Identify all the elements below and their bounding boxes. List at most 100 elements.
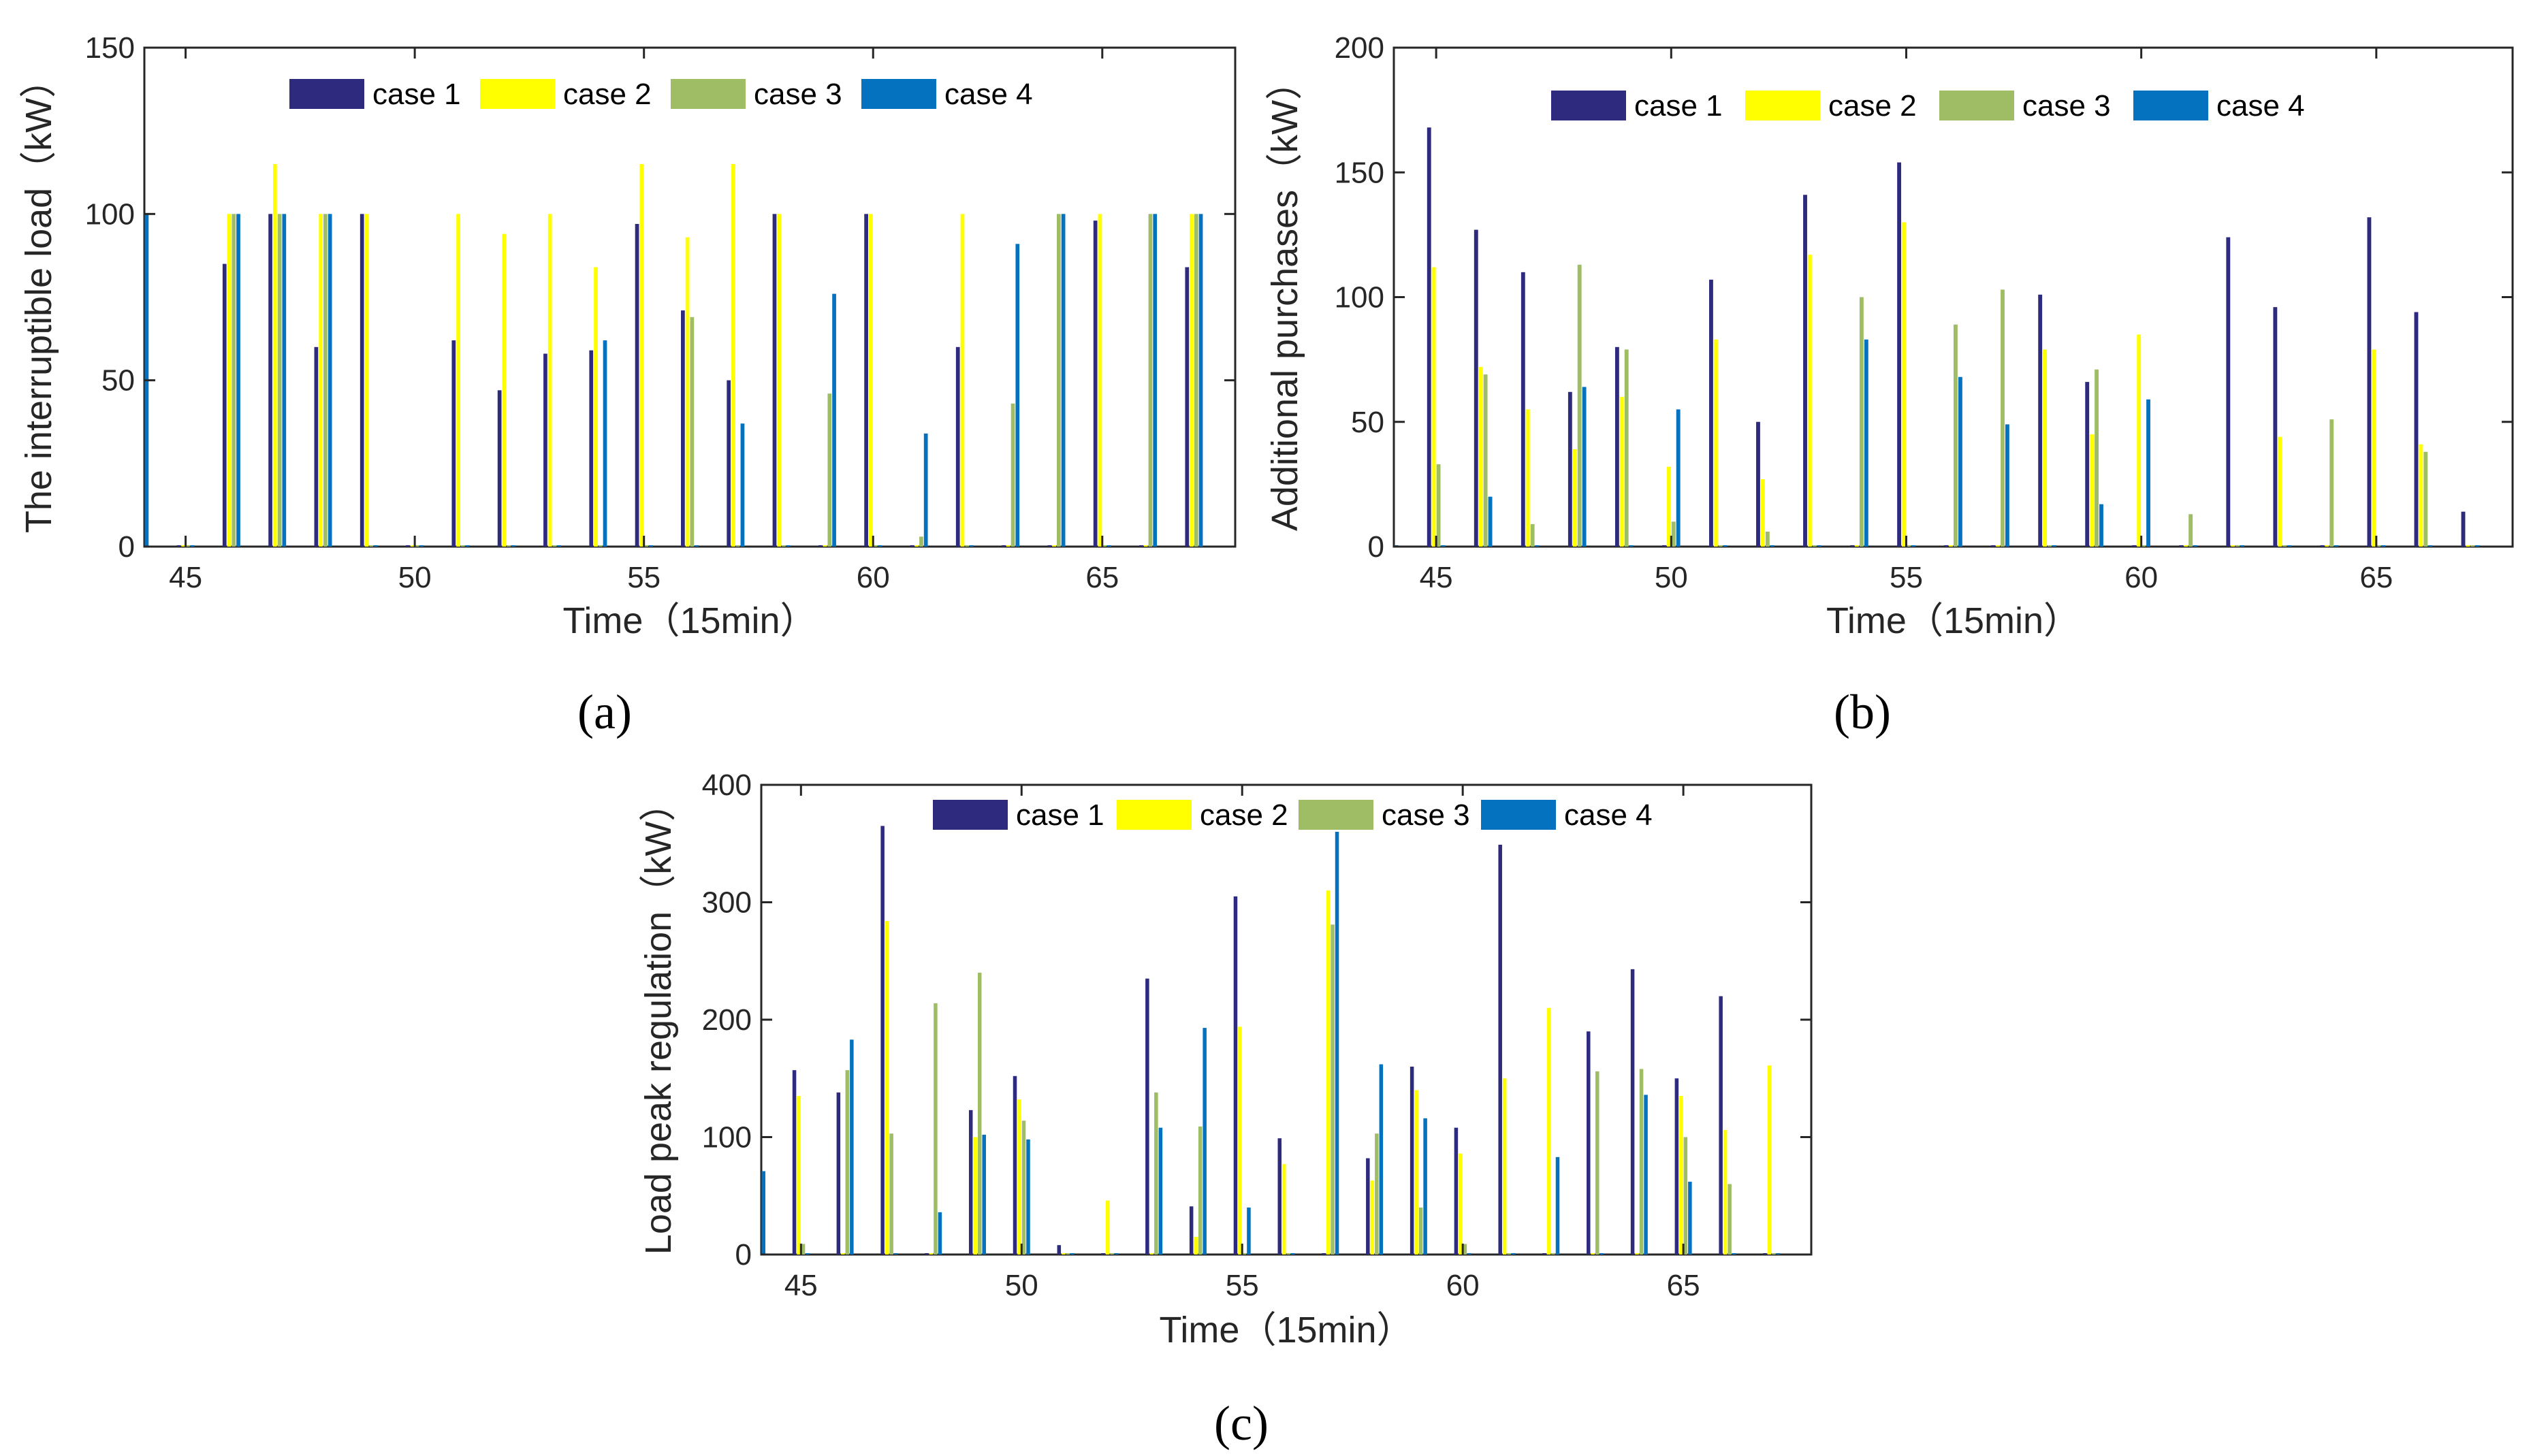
legend-swatch-case1 [289, 79, 364, 109]
bar-case1-t60 [864, 214, 868, 547]
bar-case4-t57 [1335, 832, 1339, 1255]
bar-case2-t52 [1760, 479, 1765, 547]
bar-case4-t55 [1247, 1208, 1251, 1255]
bar-case1-t64 [1630, 969, 1635, 1255]
y-tick-label: 50 [1351, 406, 1384, 439]
y-tick-label: 150 [1335, 156, 1384, 189]
y-axis-title: Load peak regulation（kW） [638, 785, 679, 1255]
bar-case2-t49 [973, 1137, 977, 1255]
legend-label-case1: case 1 [372, 78, 461, 111]
bar-case3-t62 [2235, 545, 2240, 547]
bar-case2-t56 [1949, 545, 1953, 547]
legend-swatch-case3 [1299, 800, 1373, 830]
bar-case2-t59 [1414, 1090, 1418, 1255]
bar-case4-t53 [1158, 1127, 1163, 1255]
bar-case3-t64 [1639, 1069, 1644, 1255]
bar-case1-t57 [727, 380, 731, 547]
bar-case1-t58 [1366, 1158, 1370, 1255]
bar-case2-t52 [502, 233, 507, 547]
bar-case2-t48 [319, 214, 323, 547]
bar-case3-t54 [598, 545, 603, 547]
bar-case3-t63 [1010, 403, 1015, 547]
legend-label-case4: case 4 [2216, 89, 2305, 123]
x-axis-title: Time（15min） [1826, 600, 2080, 641]
legend-swatch-case4 [861, 79, 936, 109]
bar-case3-t59 [1418, 1208, 1423, 1255]
bar-case2-t62 [960, 214, 965, 547]
bar-case4-t54 [1864, 339, 1868, 547]
bar-case3-t58 [2048, 545, 2052, 547]
bar-case3-t45 [186, 545, 190, 547]
bar-case1-t67 [1763, 1253, 1767, 1255]
bar-case2-t46 [1478, 367, 1483, 547]
bar-case4-t55 [648, 545, 653, 547]
y-tick-label: 200 [702, 1003, 752, 1037]
bar-case3-t48 [323, 214, 328, 547]
bar-case1-t55 [635, 223, 639, 547]
bar-case1-t59 [2085, 382, 2090, 547]
bar-case1-t63 [1002, 545, 1006, 547]
bar-case3-t66 [1728, 1184, 1732, 1255]
bar-case2-t66 [1723, 1130, 1728, 1255]
bar-case4-t55 [1911, 545, 1915, 547]
bar-case3-t50 [415, 545, 419, 547]
x-tick-label: 50 [1655, 561, 1688, 594]
x-tick-label: 50 [1005, 1269, 1038, 1302]
bar-case4-t48 [328, 214, 332, 547]
bar-case4-t62 [2240, 545, 2245, 547]
bar-case3-t57 [2001, 289, 2005, 547]
legend-swatch-case4 [2133, 91, 2208, 120]
bar-case4-t53 [1817, 545, 1821, 547]
bar-case2-t56 [685, 237, 690, 547]
bar-case4-t63 [1599, 1253, 1604, 1255]
bar-case1-t65 [1093, 221, 1098, 547]
bar-case4-t47 [1535, 545, 1540, 547]
bar-case1-t67 [1185, 267, 1190, 547]
legend-swatch-case2 [480, 79, 555, 109]
bar-case1-t52 [1756, 421, 1760, 547]
bar-case3-t62 [965, 545, 970, 547]
panel-label: (c) [1214, 1396, 1269, 1451]
y-tick-label: 200 [1335, 31, 1384, 65]
bar-case3-t56 [1954, 324, 1958, 547]
legend-label-case4: case 4 [944, 78, 1033, 111]
bar-case1-t66 [2414, 312, 2419, 547]
bar-case3-t52 [1765, 532, 1770, 547]
bar-case1-t58 [772, 214, 777, 547]
bar-case2-t50 [1017, 1099, 1021, 1255]
bar-case1-t63 [2273, 307, 2278, 547]
legend-swatch-case3 [1939, 91, 2014, 120]
bar-case1-t60 [1454, 1127, 1459, 1255]
bar-case1-t49 [360, 214, 364, 547]
bar-case3-t67 [1194, 214, 1198, 547]
bar-case4-t51 [1723, 545, 1728, 547]
bar-case1-t51 [1709, 279, 1713, 547]
bar-case3-t59 [827, 393, 832, 547]
bar-case4-t45 [1441, 545, 1446, 547]
bar-case2-t59 [823, 545, 827, 547]
panel-b: 45 50 55 60 65 0 50 100 150 200 Time（15min） Additio… [1264, 31, 2514, 739]
bar-case4-t59 [832, 293, 836, 547]
bar-case4-t49 [1629, 545, 1634, 547]
bar-case4-t50 [419, 545, 424, 547]
bar-case3-t60 [2142, 545, 2146, 547]
bar-case3-t48 [934, 1003, 938, 1255]
bar-case4-t60 [2146, 399, 2150, 547]
bar-case3-t53 [1812, 545, 1817, 547]
bar-case3-t53 [1154, 1092, 1158, 1255]
bar-case4-t62 [1555, 1156, 1560, 1255]
x-tick-label: 65 [1667, 1269, 1700, 1302]
x-tick-label: 45 [784, 1269, 818, 1302]
bar-case2-t60 [869, 214, 873, 547]
legend-swatch-case1 [1551, 91, 1626, 120]
bar-case3-t49 [977, 973, 982, 1255]
bar-case2-t62 [1546, 1007, 1551, 1255]
bar-case1-t53 [1803, 195, 1807, 547]
bar-case4-t46 [850, 1039, 854, 1255]
bar-case3-t48 [1577, 264, 1582, 547]
x-tick-label: 60 [857, 561, 890, 594]
bar-case3-t59 [2095, 369, 2099, 547]
bar-case1-t46 [1474, 229, 1478, 547]
bar-case1-t66 [1139, 545, 1143, 547]
bar-case2-t49 [1619, 397, 1624, 547]
